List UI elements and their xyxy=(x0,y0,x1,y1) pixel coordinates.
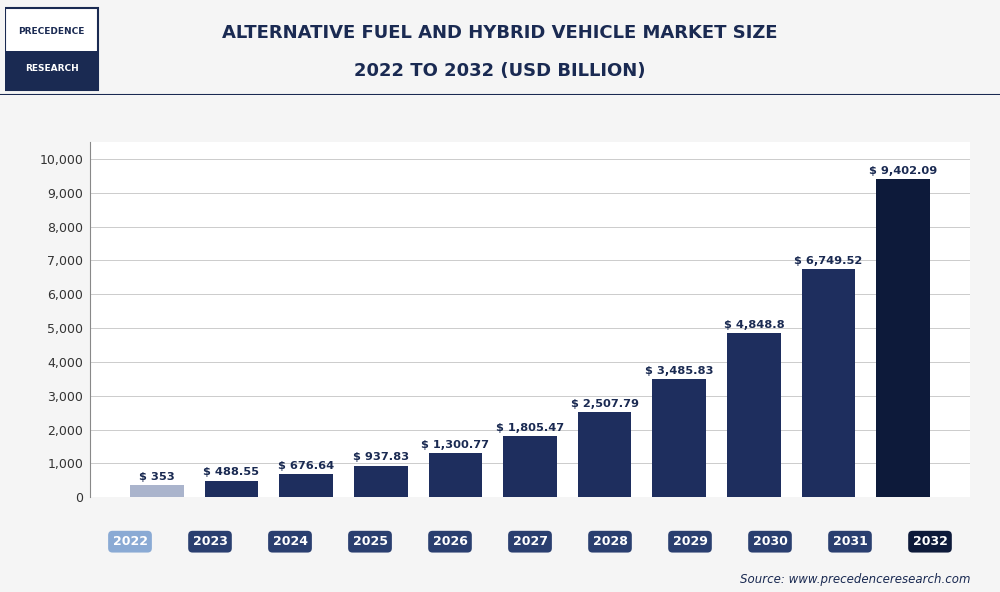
Text: $ 1,300.77: $ 1,300.77 xyxy=(421,440,489,450)
Bar xyxy=(802,269,855,497)
Text: 2022: 2022 xyxy=(112,535,148,548)
Text: 2023: 2023 xyxy=(193,535,227,548)
Text: $ 2,507.79: $ 2,507.79 xyxy=(571,399,639,409)
Bar xyxy=(279,474,333,497)
Bar xyxy=(578,413,631,497)
Bar xyxy=(652,379,706,497)
Text: 2032: 2032 xyxy=(913,535,947,548)
Text: $ 1,805.47: $ 1,805.47 xyxy=(496,423,564,433)
Text: $ 488.55: $ 488.55 xyxy=(203,467,259,477)
Bar xyxy=(354,465,408,497)
Text: RESEARCH: RESEARCH xyxy=(25,64,78,73)
Text: 2024: 2024 xyxy=(272,535,308,548)
Text: $ 4,848.8: $ 4,848.8 xyxy=(724,320,784,330)
Text: Source: www.precedenceresearch.com: Source: www.precedenceresearch.com xyxy=(740,573,970,586)
Text: 2029: 2029 xyxy=(673,535,707,548)
Text: 2030: 2030 xyxy=(753,535,787,548)
Bar xyxy=(727,333,781,497)
Bar xyxy=(876,179,930,497)
Text: $ 6,749.52: $ 6,749.52 xyxy=(794,256,863,266)
Text: $ 937.83: $ 937.83 xyxy=(353,452,409,462)
Text: $ 9,402.09: $ 9,402.09 xyxy=(869,166,937,176)
Text: 2027: 2027 xyxy=(512,535,548,548)
Text: PRECEDENCE: PRECEDENCE xyxy=(18,27,85,36)
Bar xyxy=(5,50,98,90)
Text: $ 676.64: $ 676.64 xyxy=(278,461,334,471)
Text: ALTERNATIVE FUEL AND HYBRID VEHICLE MARKET SIZE: ALTERNATIVE FUEL AND HYBRID VEHICLE MARK… xyxy=(222,24,778,42)
Bar xyxy=(205,481,258,497)
Text: 2022 TO 2032 (USD BILLION): 2022 TO 2032 (USD BILLION) xyxy=(354,62,646,80)
Bar xyxy=(429,453,482,497)
Text: 2025: 2025 xyxy=(352,535,388,548)
Text: 2031: 2031 xyxy=(833,535,867,548)
Text: $ 3,485.83: $ 3,485.83 xyxy=(645,366,714,376)
Text: 2026: 2026 xyxy=(433,535,467,548)
Bar xyxy=(503,436,557,497)
Text: 2028: 2028 xyxy=(593,535,627,548)
Bar xyxy=(130,485,184,497)
Text: $ 353: $ 353 xyxy=(139,472,175,482)
